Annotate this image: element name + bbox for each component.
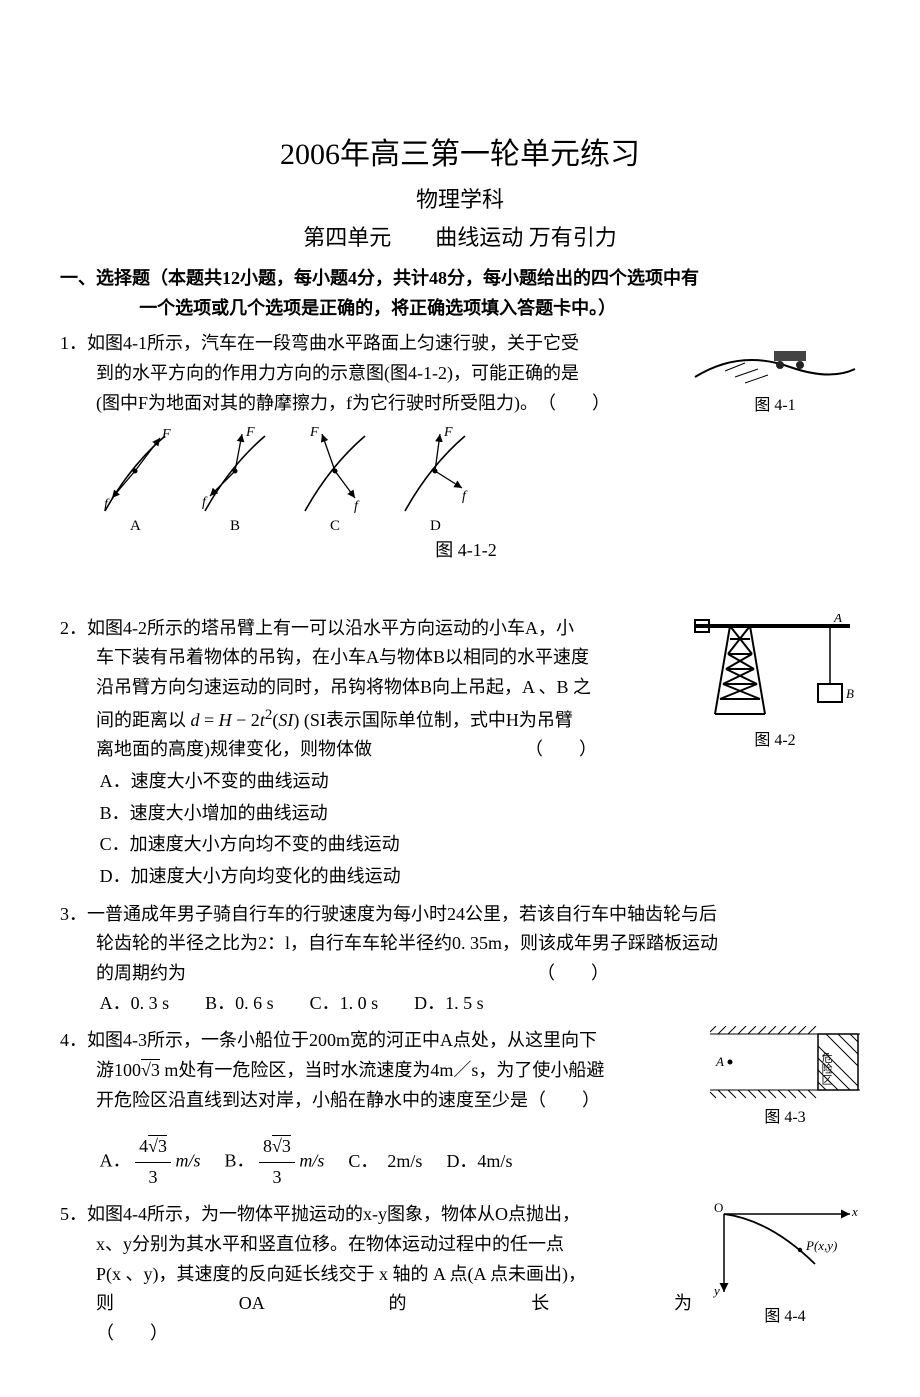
q1-line2: 到的水平方向的作用力方向的示意图(图4-1-2)，可能正确的是: [60, 359, 672, 389]
q4-line1: 4．如图4-3所示，一条小船位于200m宽的河正中A点处，从这里向下: [60, 1026, 692, 1056]
figure-4-3-caption: 图 4-3: [710, 1105, 860, 1131]
question-2: 2．如图4-2所示的塔吊臂上有一可以沿水平方向运动的小车A，小 车下装有吊着物体…: [60, 614, 860, 892]
q3-options: A．0. 3 s B．0. 6 s C．1. 0 s D．1. 5 s: [100, 989, 860, 1019]
figure-4-1-caption: 图 4-1: [690, 393, 860, 419]
q4-opt-B-suf: m/s: [299, 1150, 324, 1170]
q5-y: y: [712, 1283, 720, 1298]
q2-line3: 沿吊臂方向匀速运动的同时，吊钩将物体B向上吊起，A 、B 之: [60, 673, 672, 703]
q4-line3: 开危险区沿直线到达对岸，小船在静水中的速度至少是（ ）: [60, 1086, 692, 1116]
q4-danger-label: 危险区: [820, 1052, 833, 1085]
q5-line1: 5．如图4-4所示，为一物体平抛运动的x-y图象，物体从O点抛出，: [60, 1200, 692, 1230]
figure-4-1: 图 4-1: [690, 329, 860, 419]
section-heading-line1: 一、选择题（本题共12小题，每小题4分，共计48分，每小题给出的四个选项中有: [60, 268, 699, 288]
section-heading: 一、选择题（本题共12小题，每小题4分，共计48分，每小题给出的四个选项中有 一…: [60, 264, 860, 323]
q4-formula-100r3: 100√3: [114, 1060, 160, 1080]
q1-A-F: F: [161, 427, 171, 442]
q4-opt-D-text: D．4m/s: [446, 1151, 512, 1171]
figure-4-2-caption: 图 4-2: [690, 728, 860, 754]
question-5: 5．如图4-4所示，为一物体平抛运动的x-y图象，物体从O点抛出， x、y分别为…: [60, 1200, 860, 1348]
q4-opt-A: A． 4√3 3 m/s: [100, 1132, 201, 1192]
figure-4-4-caption: 图 4-4: [710, 1304, 860, 1330]
q1-D-f: f: [462, 489, 468, 504]
q1-C-F: F: [309, 426, 319, 440]
q3-line2: 轮齿轮的半径之比为2：l，自行车车轮半径约0. 35m，则该成年男子踩踏板运动: [60, 929, 860, 959]
q2-formula: d = H − 2t2(SI): [191, 710, 300, 730]
q4-label-A: A: [715, 1054, 724, 1069]
figure-4-1-2: F f A F f B F f: [60, 426, 490, 536]
q3-line1: 3．一普通成年男子骑自行车的行驶速度为每小时24公里，若该自行车中轴齿轮与后: [60, 900, 860, 930]
q2-line5: 离地面的高度)规律变化，则物体做 （ ）: [60, 735, 672, 765]
figure-4-2: A B 图 4-2: [690, 614, 860, 754]
section-heading-line2: 一个选项或几个选项是正确的，将正确选项填入答题卡中。）: [139, 298, 616, 318]
figure-4-1-2-caption: 图 4-1-2: [435, 540, 497, 560]
q2-line4b: (SI表示国际单位制，式中H为吊臂: [304, 710, 573, 730]
q4-line2b: m处有一危险区，当时水流速度为4m／s，为了使小船避: [160, 1060, 605, 1080]
q2-opt-C: C．加速度大小方向均不变的曲线运动: [100, 830, 860, 860]
q2-line1: 2．如图4-2所示的塔吊臂上有一可以沿水平方向运动的小车A，小: [60, 614, 672, 644]
q2-label-A: A: [833, 614, 842, 625]
q5-P: P(x,y): [805, 1238, 837, 1253]
q4-opt-D: D．4m/s: [446, 1147, 512, 1177]
q4-opt-A-suf: m/s: [175, 1150, 200, 1170]
q1-C-f: f: [354, 499, 360, 514]
q5-line2: x、y分别为其水平和竖直位移。在物体运动过程中的任一点: [60, 1230, 692, 1260]
title-main: 2006年高三第一轮单元练习: [60, 130, 860, 180]
q5-x: x: [851, 1204, 858, 1219]
figure-4-3: A 危险区 图 4-3: [710, 1026, 860, 1131]
q5-line5: （ ）: [60, 1319, 692, 1349]
q5-line3: P(x 、y)，其速度的反向延长线交于 x 轴的 A 点(A 点未画出)，: [60, 1260, 692, 1290]
q1-line3: (图中F为地面对其的静摩擦力，f为它行驶时所受阻力)。 （ ）: [60, 389, 672, 419]
q4-opt-A-pre: A．: [100, 1150, 131, 1170]
title-sub: 物理学科: [60, 182, 860, 218]
q4-opt-C-text: C． 2m/s: [348, 1151, 422, 1171]
question-4: 4．如图4-3所示，一条小船位于200m宽的河正中A点处，从这里向下 游100√…: [60, 1026, 860, 1192]
q2-label-B: B: [846, 686, 854, 701]
q1-opt-B: B: [230, 518, 240, 534]
q1-D-F: F: [443, 426, 453, 440]
q2-opt-A: A．速度大小不变的曲线运动: [100, 767, 860, 797]
q4-opt-C: C． 2m/s: [348, 1147, 422, 1177]
q3-line3: 的周期约为 （ ）: [60, 959, 860, 989]
q1-opt-D: D: [430, 518, 441, 534]
question-1: 1．如图4-1所示，汽车在一段弯曲水平路面上匀速行驶，关于它受 到的水平方向的作…: [60, 329, 860, 605]
q2-line4a: 间的距离以: [96, 710, 186, 730]
q2-opt-B: B．速度大小增加的曲线运动: [100, 799, 860, 829]
question-3: 3．一普通成年男子骑自行车的行驶速度为每小时24公里，若该自行车中轴齿轮与后 轮…: [60, 900, 860, 1019]
q1-opt-C: C: [330, 518, 340, 534]
figure-4-4: O x y P(x,y) 图 4-4: [710, 1200, 860, 1330]
q5-line4: 则 OA 的 长 为: [60, 1289, 692, 1319]
title-unit: 第四单元 曲线运动 万有引力: [60, 220, 860, 256]
q1-opt-A: A: [130, 518, 141, 534]
q4-line2a: 游: [96, 1060, 114, 1080]
q2-opt-D: D．加速度大小方向均变化的曲线运动: [100, 862, 860, 892]
q4-opt-B-pre: B．: [225, 1150, 255, 1170]
q1-B-F: F: [245, 426, 255, 440]
q1-line1: 1．如图4-1所示，汽车在一段弯曲水平路面上匀速行驶，关于它受: [60, 329, 672, 359]
q5-O: O: [714, 1200, 723, 1215]
q4-opt-B: B． 8√3 3 m/s: [225, 1132, 325, 1192]
q2-line2: 车下装有吊着物体的吊钩，在小车A与物体B以相同的水平速度: [60, 643, 672, 673]
